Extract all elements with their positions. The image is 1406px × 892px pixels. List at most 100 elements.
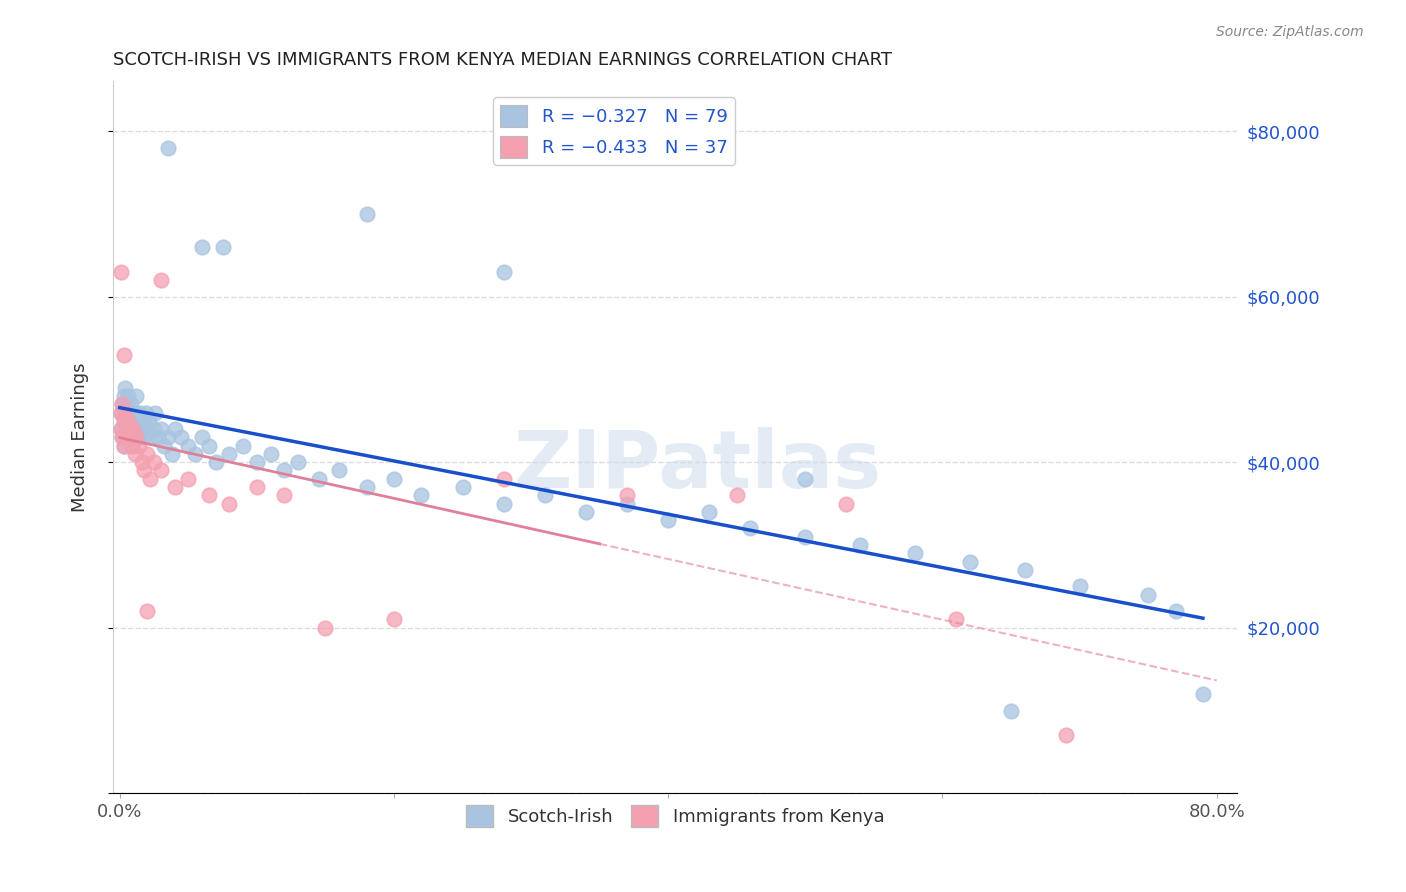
Point [121,439,143,453]
Point [177,472,200,486]
Point [110,405,132,419]
Point [131,455,153,469]
Point [273,463,295,477]
Point [616,497,638,511]
Point [149,422,172,436]
Legend: Scotch-Irish, Immigrants from Kenya: Scotch-Irish, Immigrants from Kenya [458,797,891,834]
Point [128,439,150,453]
Point [246,480,269,494]
Y-axis label: Median Earnings: Median Earnings [72,362,89,512]
Point [111,430,134,444]
Point [112,414,135,428]
Point [114,405,136,419]
Point [121,405,143,419]
Point [118,414,141,428]
Point [125,422,148,436]
Point [118,422,141,436]
Point [451,480,474,494]
Point [849,538,872,552]
Point [143,422,166,436]
Point [163,480,186,494]
Point [328,463,350,477]
Point [132,414,155,428]
Point [125,389,148,403]
Point [191,430,214,444]
Point [198,439,221,453]
Point [411,488,433,502]
Point [141,430,163,444]
Point [1164,604,1187,618]
Point [111,430,134,444]
Point [356,207,378,221]
Point [117,405,139,419]
Point [218,447,240,461]
Point [122,422,145,436]
Point [127,414,149,428]
Point [156,430,179,444]
Text: Source: ZipAtlas.com: Source: ZipAtlas.com [1216,25,1364,39]
Point [177,439,200,453]
Point [152,439,174,453]
Point [959,555,981,569]
Point [273,488,295,502]
Point [1192,687,1215,701]
Point [110,265,132,279]
Point [308,472,330,486]
Point [115,430,138,444]
Point [156,140,179,154]
Point [163,422,186,436]
Point [382,472,405,486]
Point [170,430,193,444]
Point [117,389,139,403]
Point [139,472,162,486]
Point [115,422,138,436]
Point [314,621,336,635]
Point [134,430,156,444]
Point [112,439,135,453]
Point [149,273,172,287]
Point [616,488,638,502]
Point [211,240,233,254]
Point [115,414,138,428]
Point [149,463,172,477]
Point [128,430,150,444]
Point [125,430,148,444]
Point [122,414,145,428]
Point [835,497,858,511]
Point [136,422,159,436]
Point [492,497,515,511]
Point [117,414,139,428]
Point [143,455,166,469]
Point [120,422,142,436]
Point [122,430,145,444]
Point [904,546,927,560]
Point [120,397,142,411]
Point [135,405,157,419]
Point [110,422,132,436]
Point [111,397,134,411]
Point [198,488,221,502]
Point [246,455,269,469]
Point [492,472,515,486]
Point [533,488,555,502]
Point [794,472,817,486]
Point [117,422,139,436]
Point [1014,563,1036,577]
Point [492,265,515,279]
Point [1054,728,1077,742]
Point [111,397,134,411]
Point [112,347,135,361]
Point [138,414,160,428]
Point [945,612,967,626]
Point [115,397,138,411]
Point [143,405,166,419]
Point [115,430,138,444]
Point [725,488,748,502]
Point [120,430,142,444]
Point [160,447,183,461]
Point [118,430,141,444]
Point [114,422,136,436]
Text: SCOTCH-IRISH VS IMMIGRANTS FROM KENYA MEDIAN EARNINGS CORRELATION CHART: SCOTCH-IRISH VS IMMIGRANTS FROM KENYA ME… [112,51,891,69]
Point [356,480,378,494]
Point [121,439,143,453]
